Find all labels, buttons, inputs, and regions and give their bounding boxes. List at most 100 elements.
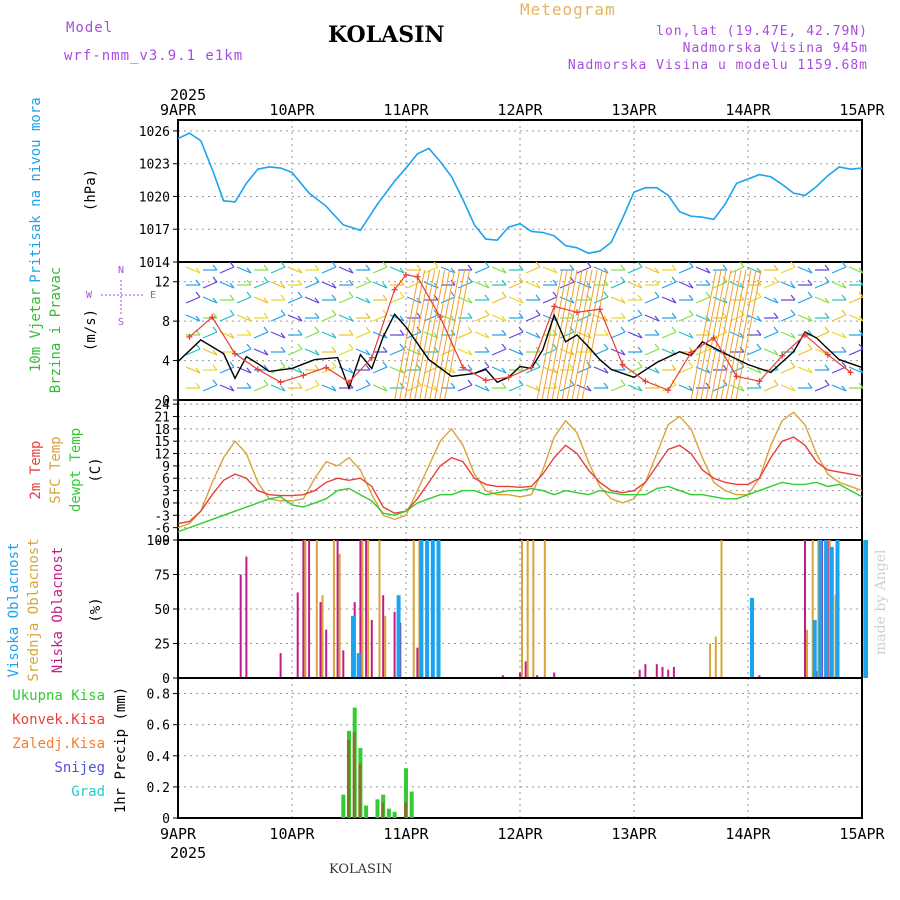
wind-barb: [399, 291, 405, 298]
coords-label: lon,lat (19.47E, 42.79N): [656, 24, 868, 39]
pressure-axis-label: Pritisak na nivou mora: [28, 97, 44, 282]
wind-barb: [712, 281, 728, 289]
wind-barb: [535, 309, 541, 316]
wind-barb: [314, 264, 320, 271]
y-tick-label: 0: [162, 394, 170, 409]
wind-barb: [501, 382, 507, 389]
wind-barb: [518, 297, 524, 304]
cloud-bar: [524, 661, 527, 678]
cloud-bar: [829, 546, 834, 678]
wind-barb: [389, 296, 405, 304]
wind-barb: [559, 331, 575, 339]
cloud-bar: [332, 540, 335, 678]
wind-barb: [552, 291, 558, 298]
wind-barb: [185, 266, 201, 274]
wind-barb: [263, 312, 269, 319]
wind-barb: [780, 366, 796, 374]
wind-barb: [406, 331, 422, 339]
wind-barb: [695, 366, 711, 374]
wind-barb: [603, 329, 609, 336]
wind-barb: [314, 276, 320, 283]
gust-hatch: [551, 269, 578, 401]
wind-barb: [246, 315, 252, 322]
wind-barb: [202, 296, 218, 304]
wind-barb: [501, 279, 507, 286]
wind-barb: [824, 326, 830, 333]
wind-barb: [457, 348, 473, 356]
wind-barb: [518, 379, 524, 386]
wind-barb: [348, 343, 354, 350]
y-tick-label: 3: [162, 485, 170, 500]
precip-total-bar: [404, 768, 408, 818]
wind-barb: [797, 266, 813, 274]
cloud-bar: [536, 675, 539, 678]
wind-barb: [722, 364, 728, 371]
wind-barb: [236, 348, 252, 356]
y-tick-label: 12: [154, 276, 170, 291]
wind-barb: [287, 348, 303, 356]
cloud-bar: [758, 675, 761, 678]
wind-barb: [593, 266, 609, 274]
wind-barb: [620, 379, 626, 386]
wind-barb: [671, 364, 677, 371]
wind-barb: [637, 332, 643, 339]
wind-barb: [195, 279, 201, 286]
wind-barb: [457, 296, 473, 304]
wind-barb: [399, 329, 405, 336]
wind-barb: [848, 366, 864, 374]
wind-barb: [559, 281, 575, 289]
wind-barb: [195, 343, 201, 350]
wind-barb: [586, 261, 592, 268]
wind-barb: [780, 266, 796, 274]
gust-hatch: [439, 269, 466, 401]
wind-barb: [280, 361, 286, 368]
wind-barb: [467, 326, 473, 333]
compass-south: S: [118, 317, 124, 328]
wind-barb: [195, 382, 201, 389]
wind-barb: [474, 314, 490, 322]
y-tick-label: 0: [162, 497, 170, 512]
wind-barb: [484, 309, 490, 316]
wind-barb: [858, 343, 864, 350]
wind-barb: [756, 315, 762, 322]
wind-barb: [331, 282, 337, 289]
wind-barb: [603, 367, 609, 374]
wind-barb: [807, 367, 813, 374]
cloud-bar: [319, 602, 322, 678]
wind-barb: [331, 346, 337, 353]
cloud-bar: [430, 540, 435, 678]
cloud-bar: [824, 540, 829, 678]
wind-barb: [790, 361, 796, 368]
wind-barb: [270, 281, 286, 289]
cloud-bar: [553, 672, 556, 678]
wind-barb: [746, 296, 762, 304]
wind-barb: [739, 309, 745, 316]
wind-barb: [280, 385, 286, 392]
wind-barb: [637, 385, 643, 392]
wind-barb: [858, 267, 864, 274]
wind-barb: [518, 276, 524, 283]
wind-barb: [355, 296, 371, 304]
wind-barb: [763, 281, 779, 289]
wind-barb: [552, 279, 558, 286]
compass-east: E: [150, 290, 156, 301]
wind-barb: [389, 314, 405, 322]
temp-dew-label: dewpt Temp: [68, 428, 84, 512]
footer-station: KOLASIN: [329, 862, 393, 877]
wind-barb: [525, 384, 541, 392]
top-date-tick: 12APR: [497, 101, 543, 119]
wind-barb: [185, 366, 201, 374]
wind-barb: [559, 348, 575, 356]
wind-barb: [297, 367, 303, 374]
wind-barb: [501, 267, 507, 274]
wind-barb: [508, 281, 524, 289]
y-tick-label: 50: [154, 603, 170, 618]
wind-barb: [280, 261, 286, 268]
wind-barb: [365, 379, 371, 386]
wind-barb: [263, 297, 269, 304]
cloud-bar: [321, 595, 324, 678]
wind-barb: [858, 291, 864, 298]
bottom-date-tick: 9APR: [160, 825, 197, 843]
gust-hatch: [424, 269, 451, 401]
cloud-bar: [532, 540, 535, 678]
